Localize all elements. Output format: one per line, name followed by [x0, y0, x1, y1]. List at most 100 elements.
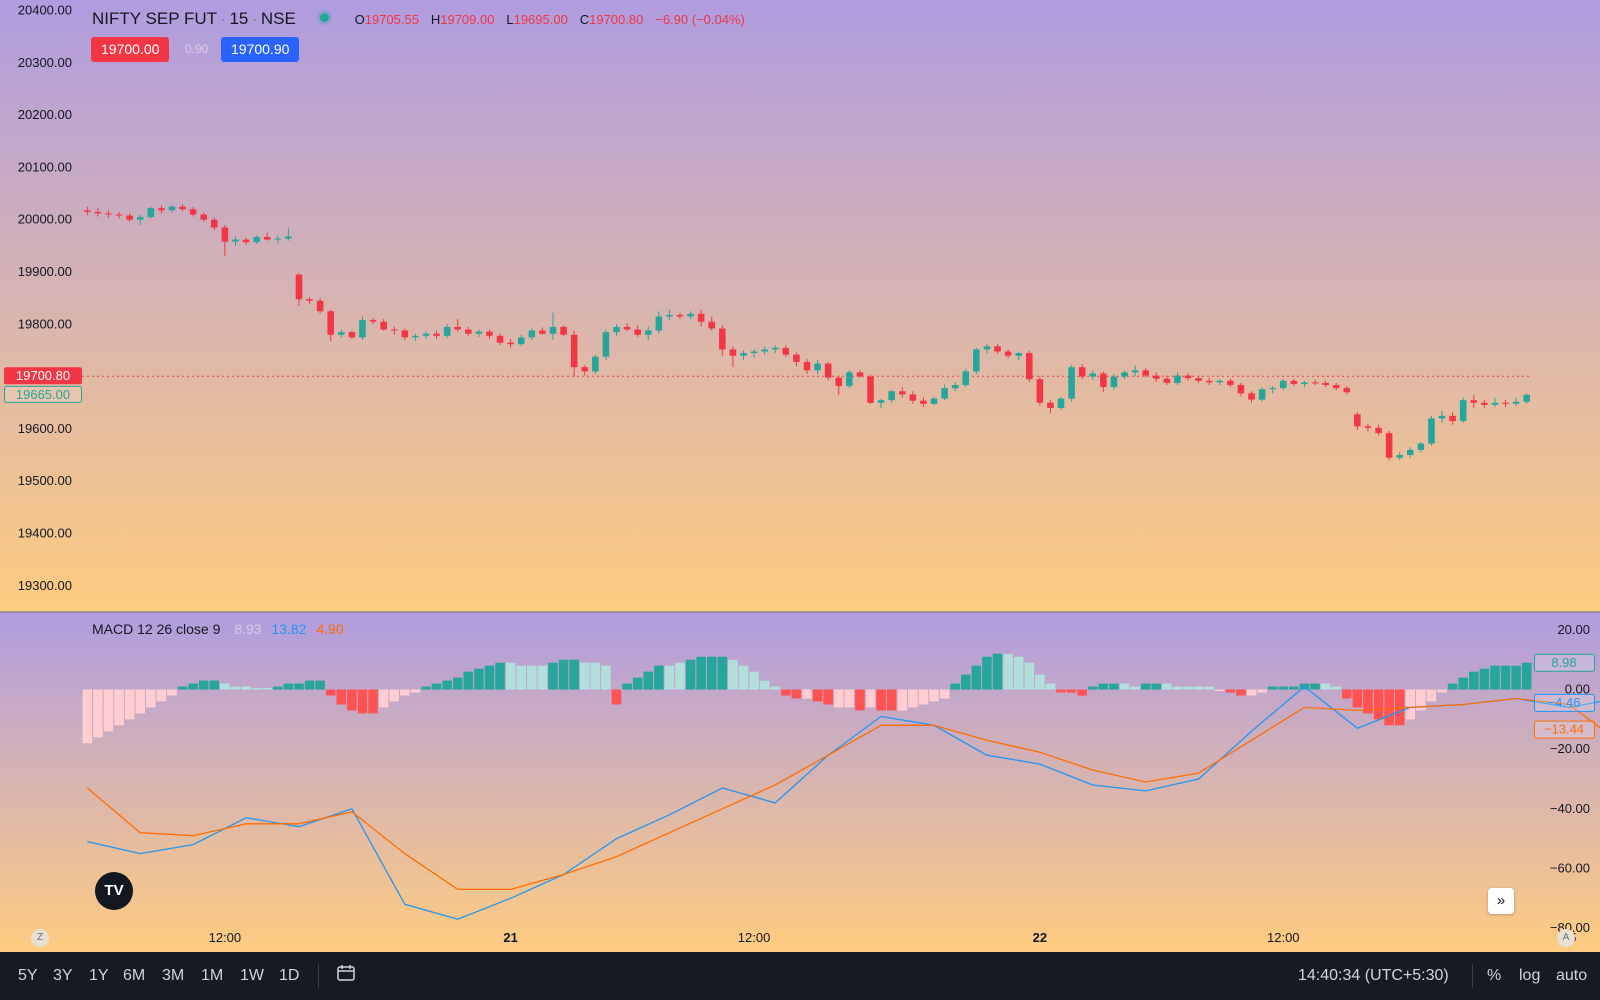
- close-key: C: [579, 12, 590, 27]
- last-price-badge-text: 19700.80: [16, 368, 70, 383]
- candle-body: [1152, 375, 1160, 379]
- candle-body: [1354, 414, 1361, 427]
- macd-histogram-bar: [1405, 689, 1416, 720]
- candle-body: [1057, 398, 1065, 408]
- macd-histogram-bar: [696, 656, 706, 690]
- candle-body: [327, 311, 335, 335]
- range-3y-button[interactable]: 3Y: [53, 967, 73, 984]
- candle-body: [94, 211, 102, 214]
- time-axis-label: 12:00: [1267, 930, 1300, 945]
- macd-histogram-bar: [675, 662, 685, 690]
- candle-body: [274, 238, 282, 240]
- macd-histogram-bar: [855, 689, 865, 711]
- macd-histogram-bar: [220, 683, 230, 690]
- macd-title[interactable]: MACD 12 26 close 9: [92, 621, 221, 637]
- candle-body: [338, 332, 345, 335]
- range-1w-button[interactable]: 1W: [240, 967, 264, 984]
- candle-body: [877, 400, 885, 403]
- candle-body: [740, 353, 747, 356]
- macd-histogram-bar: [1278, 686, 1289, 690]
- macd-histogram-bar: [929, 689, 939, 702]
- log-scale-toggle[interactable]: log: [1519, 967, 1541, 984]
- candle-body: [1248, 393, 1255, 400]
- time-axis-label: 21: [503, 930, 517, 945]
- candle-body: [306, 299, 313, 301]
- price-pane-background: [0, 0, 1600, 612]
- open-value: 19705.55: [364, 12, 419, 27]
- candle-body: [200, 214, 207, 220]
- macd-histogram-bar: [738, 665, 749, 690]
- macd-histogram-bar: [611, 689, 622, 705]
- clock-timezone[interactable]: 14:40:34 (UTC+5:30): [1298, 967, 1449, 984]
- macd-histogram-bar: [802, 689, 812, 699]
- macd-line: [87, 685, 1600, 920]
- candle-body: [1481, 402, 1488, 405]
- toolbar-divider: [318, 964, 319, 988]
- secondary-price-badge-text: 19665.00: [16, 387, 70, 402]
- auto-scale-toggle[interactable]: auto: [1556, 967, 1588, 984]
- sell-button[interactable]: 19700.00: [91, 37, 170, 62]
- candle-body: [1004, 351, 1012, 356]
- macd-axis-label: 0.00: [1565, 682, 1590, 697]
- percent-scale-toggle[interactable]: %: [1487, 967, 1502, 984]
- open-key: O: [354, 12, 365, 27]
- range-1y-button[interactable]: 1Y: [89, 967, 109, 984]
- candle-body: [867, 376, 874, 403]
- candle-body: [1025, 353, 1033, 380]
- auto-scale-corner-button[interactable]: A: [1557, 929, 1575, 947]
- buy-button[interactable]: 19700.90: [221, 37, 300, 62]
- candle-body: [729, 349, 737, 356]
- symbol-name[interactable]: NIFTY SEP FUT: [92, 9, 218, 28]
- macd-histogram-bar: [992, 653, 1003, 690]
- candle-body: [1015, 353, 1022, 356]
- candle-body: [475, 331, 483, 334]
- candle-body: [316, 300, 324, 312]
- market-status-icon: [319, 13, 329, 22]
- interval-label[interactable]: 15: [229, 9, 249, 28]
- time-axis-label: 22: [1033, 930, 1047, 945]
- macd-histogram-bar: [177, 686, 188, 690]
- price-axis-label: 19400.00: [18, 526, 72, 541]
- zoom-corner-button[interactable]: Z: [31, 929, 49, 947]
- macd-legend[interactable]: MACD 12 26 close 9 8.93 13.82 4.90: [92, 621, 344, 637]
- tradingview-logo-icon[interactable]: TV: [95, 872, 133, 910]
- candle-body: [994, 346, 1001, 352]
- macd-histogram-bar: [558, 659, 569, 690]
- candle-body: [592, 356, 599, 372]
- candle-body: [846, 372, 853, 387]
- macd-histogram-bar: [93, 689, 103, 738]
- candle-body: [295, 274, 303, 300]
- macd-histogram-bar: [812, 689, 823, 702]
- macd-histogram-bar: [389, 689, 400, 702]
- date-range-calendar-icon[interactable]: [337, 965, 355, 981]
- candle-body: [824, 363, 832, 378]
- range-5y-button[interactable]: 5Y: [18, 967, 38, 984]
- chart-area[interactable]: 20400.00 20300.00 20200.00 20100.00 20000.00…: [0, 0, 1600, 952]
- macd-histogram-bar: [685, 659, 696, 690]
- candle-body: [570, 334, 578, 368]
- scroll-to-realtime-button[interactable]: »: [1488, 888, 1514, 914]
- range-1m-button[interactable]: 1M: [201, 967, 224, 984]
- macd-histogram-bar: [209, 680, 220, 690]
- macd-histogram-bar: [378, 689, 389, 708]
- candle-body: [443, 326, 451, 336]
- candle-body: [962, 371, 970, 385]
- candle-body: [412, 335, 419, 338]
- macd-histogram-bar: [230, 686, 241, 690]
- range-3m-button[interactable]: 3M: [162, 967, 185, 984]
- price-axis-label: 19800.00: [18, 316, 72, 331]
- macd-histogram-bar: [1426, 689, 1437, 702]
- symbol-legend[interactable]: NIFTY SEP FUT · 15 · NSE O19705.55 H1970…: [92, 9, 745, 28]
- macd-histogram-bar: [1468, 671, 1479, 690]
- macd-histogram-bar: [1320, 683, 1331, 690]
- range-6m-button[interactable]: 6M: [123, 967, 146, 984]
- macd-histogram-bar: [632, 677, 643, 690]
- range-1d-button[interactable]: 1D: [279, 967, 300, 984]
- macd-histogram-bar: [1310, 683, 1320, 690]
- macd-histogram-bar: [1511, 665, 1521, 690]
- macd-histogram-bar: [982, 656, 992, 690]
- chart-canvas[interactable]: 20400.00 20300.00 20200.00 20100.00 20000.00…: [0, 0, 1600, 952]
- macd-histogram-bar: [1045, 683, 1056, 690]
- macd-histogram-bar: [1363, 689, 1373, 714]
- candle-body: [708, 321, 716, 329]
